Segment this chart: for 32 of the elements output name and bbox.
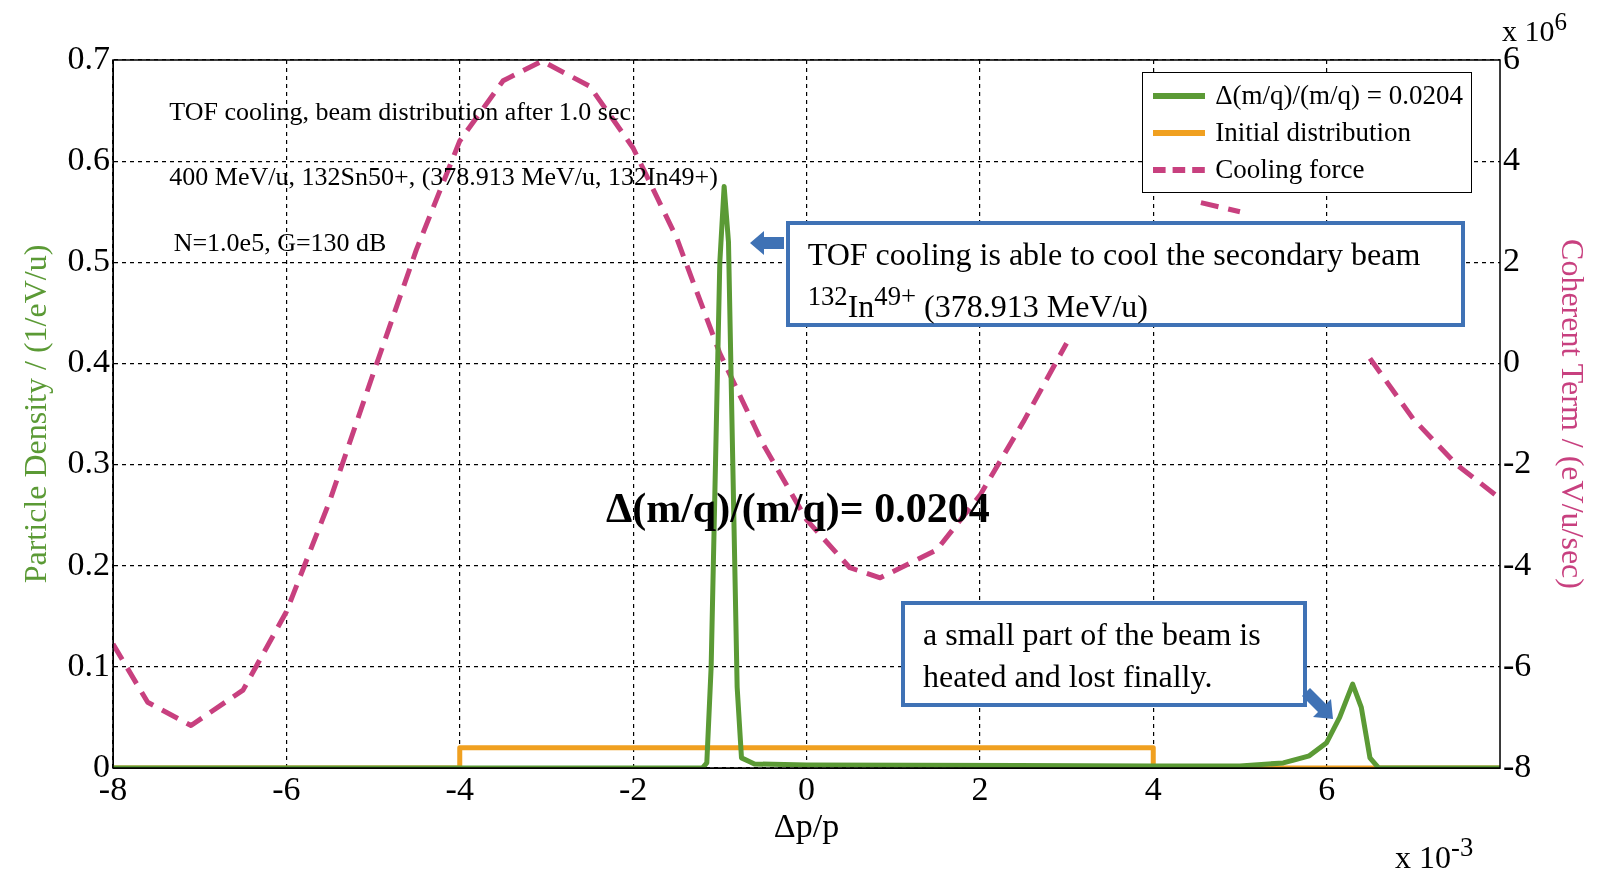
text: x 10$^{-3}$ bbox=[1395, 832, 1474, 876]
y-tick-label: 0.4 bbox=[67, 342, 110, 380]
annotation: TOF cooling, beam distribution after 1.0 sec bbox=[169, 96, 631, 127]
y2-axis-title: Coherent Term / (eV/u/sec) bbox=[1555, 239, 1592, 589]
legend-label: Δ(m/q)/(m/q) = 0.0204 bbox=[1215, 80, 1463, 111]
annotation: a small part of the beam is heated and lost finally. bbox=[900, 601, 1307, 708]
annotation: TOF cooling is able to cool the secondary beam $^{132}$In$^{49+}$ (378.913 MeV/u) bbox=[785, 220, 1466, 327]
y2-tick-label: 4 bbox=[1503, 140, 1520, 178]
legend-label: Cooling force bbox=[1215, 154, 1365, 185]
y-tick-label: 0.7 bbox=[67, 38, 110, 76]
x-tick-label: 0 bbox=[798, 770, 815, 808]
y-tick-label: 0.3 bbox=[67, 443, 110, 481]
y-tick-label: 0.1 bbox=[67, 645, 110, 683]
x-tick-label: 4 bbox=[1144, 770, 1162, 808]
y2-tick-label: 0 bbox=[1503, 342, 1520, 380]
y-axis-title: Particle Density / (1/eV/u) bbox=[16, 244, 53, 584]
y2-tick-label: -4 bbox=[1503, 544, 1532, 582]
annotation: N=1.0e5, G=130 dB bbox=[173, 228, 387, 259]
y2-tick-label: -6 bbox=[1503, 645, 1532, 683]
y-tick-label: 0.5 bbox=[67, 241, 110, 279]
x-tick-label: -2 bbox=[618, 770, 648, 808]
x-tick-label: -4 bbox=[445, 770, 474, 808]
legend-label: Initial distribution bbox=[1215, 117, 1411, 148]
y-tick-label: 0.2 bbox=[67, 544, 110, 582]
x-tick-label: 2 bbox=[971, 770, 989, 808]
y2-tick-label: 2 bbox=[1503, 241, 1520, 279]
x-tick-label: -6 bbox=[272, 770, 301, 808]
x-tick-label: 6 bbox=[1318, 770, 1336, 808]
y-tick-label: 0.6 bbox=[67, 140, 110, 178]
y2-tick-label: -8 bbox=[1503, 746, 1532, 784]
y2-tick-label: -2 bbox=[1503, 443, 1532, 481]
x-axis-title: Δp/p bbox=[773, 806, 840, 844]
